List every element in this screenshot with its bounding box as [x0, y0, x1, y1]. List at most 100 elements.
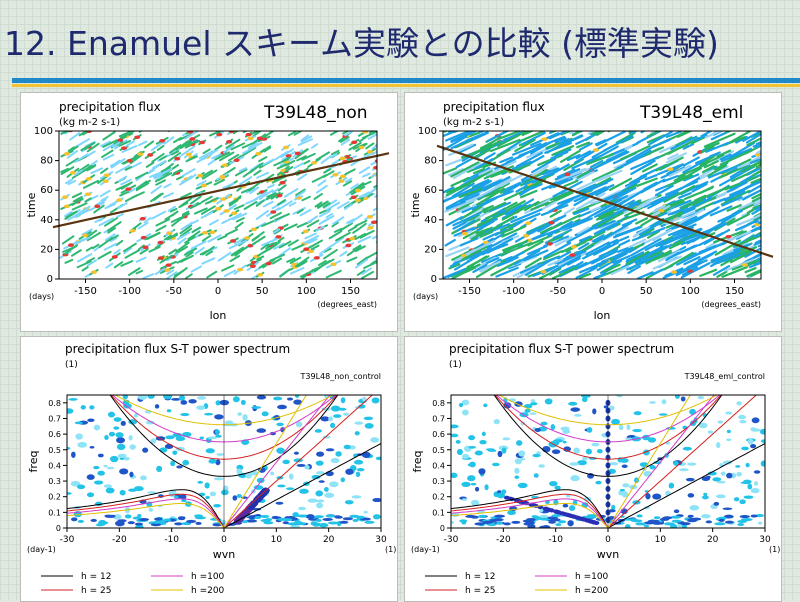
- precip-streak: [135, 256, 147, 263]
- precip-streak: [700, 145, 715, 154]
- precip-streak: [618, 239, 631, 247]
- power-blob: [484, 484, 489, 491]
- power-blob: [253, 485, 264, 490]
- precip-streak: [288, 201, 297, 207]
- precip-streak: [755, 163, 761, 169]
- power-blob: [726, 472, 733, 479]
- precip-core: [461, 231, 468, 236]
- precip-streak: [257, 249, 268, 257]
- precip-streak: [325, 269, 342, 279]
- precip-streak: [729, 141, 755, 159]
- precip-streak: [626, 251, 645, 262]
- y-axis-label: time: [409, 192, 422, 217]
- precip-streak: [606, 238, 619, 246]
- precip-streak: [204, 196, 219, 205]
- precip-streak: [594, 139, 607, 146]
- power-blob: [514, 467, 520, 474]
- power-blob: [645, 493, 651, 500]
- precip-core: [282, 145, 289, 150]
- x-tick-label: 100: [297, 286, 316, 297]
- precip-streak: [172, 169, 182, 175]
- precip-core: [166, 231, 173, 235]
- precip-streak: [303, 235, 320, 244]
- precip-streak: [66, 150, 79, 159]
- precip-streak: [94, 217, 104, 224]
- power-blob: [468, 445, 476, 449]
- precip-streak: [67, 214, 78, 221]
- precip-streak: [179, 140, 193, 150]
- precip-streak: [472, 263, 488, 274]
- precip-streak: [634, 251, 655, 265]
- power-blob: [215, 400, 221, 406]
- power-blob: [747, 483, 753, 490]
- precip-streak: [364, 229, 375, 236]
- power-blob: [758, 521, 763, 525]
- precip-streak: [242, 169, 254, 178]
- power-blob: [634, 477, 640, 484]
- power-blob: [329, 481, 339, 488]
- y-tick-label: 0.6: [48, 430, 61, 439]
- power-blob: [493, 518, 504, 522]
- power-blob: [128, 435, 133, 441]
- precip-core: [358, 145, 365, 150]
- precip-streak: [494, 228, 507, 237]
- precip-streak: [323, 247, 332, 253]
- power-blob: [635, 522, 647, 526]
- precip-streak: [727, 230, 752, 242]
- precip-core: [82, 233, 89, 238]
- power-blob: [739, 515, 750, 519]
- precip-streak: [269, 211, 282, 220]
- x-axis-label: wvn: [213, 548, 236, 561]
- power-blob: [361, 451, 371, 458]
- power-blob: [316, 502, 324, 509]
- precip-streak: [483, 201, 507, 214]
- precip-core: [330, 262, 337, 267]
- power-blob: [573, 413, 582, 417]
- slide-title: 12. Enamuel スキーム実験との比較 (標準実験): [4, 24, 719, 63]
- power-blob: [479, 439, 487, 445]
- precip-streak: [150, 185, 162, 194]
- precip-streak: [255, 199, 265, 207]
- precip-streak: [679, 197, 713, 214]
- precip-core: [548, 220, 555, 225]
- power-blob: [188, 399, 197, 404]
- precip-streak: [202, 148, 211, 155]
- power-blob: [507, 510, 516, 516]
- precip-streak: [291, 243, 305, 251]
- precip-streak: [67, 146, 75, 152]
- power-blob: [633, 411, 642, 416]
- precip-streak: [151, 152, 165, 163]
- precip-streak: [173, 267, 188, 279]
- power-blob: [582, 456, 588, 461]
- x-tick-label: -50: [166, 286, 182, 297]
- power-blob: [591, 442, 600, 447]
- precip-streak: [652, 245, 664, 253]
- precip-streak: [64, 210, 73, 217]
- power-blob: [503, 522, 511, 526]
- precip-core: [349, 236, 356, 241]
- precip-streak: [279, 268, 291, 278]
- rossby-curve: [451, 503, 609, 528]
- power-blob: [275, 501, 284, 505]
- precip-streak: [271, 257, 283, 265]
- precip-streak: [86, 142, 100, 153]
- precip-streak: [678, 208, 705, 225]
- power-blob: [459, 519, 468, 523]
- precip-streak: [719, 153, 732, 161]
- power-blob: [701, 514, 711, 519]
- precip-streak: [323, 168, 332, 174]
- precip-core: [525, 221, 532, 226]
- precip-streak: [318, 210, 331, 218]
- power-blob: [294, 395, 300, 398]
- power-blob: [295, 421, 303, 428]
- precip-core: [564, 172, 571, 177]
- power-blob: [671, 519, 682, 523]
- x-tick-label: 0: [599, 286, 605, 297]
- precip-streak: [636, 177, 658, 187]
- precip-streak: [721, 266, 748, 278]
- power-blob: [603, 405, 609, 409]
- precip-streak: [625, 144, 657, 163]
- power-blob: [461, 399, 470, 406]
- precip-streak: [134, 171, 149, 180]
- power-blob: [93, 465, 100, 470]
